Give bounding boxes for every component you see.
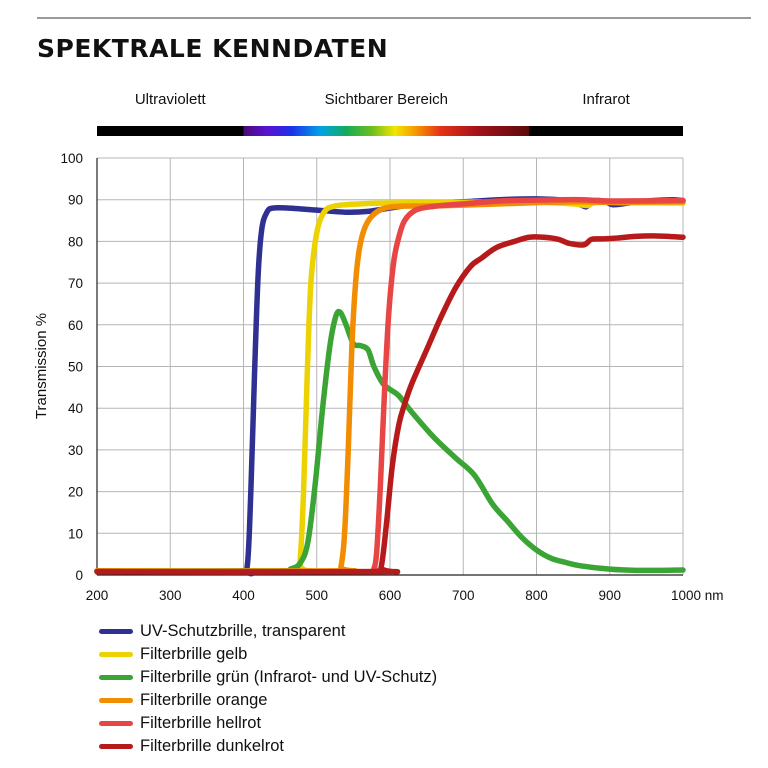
region-label: Sichtbarer Bereich — [325, 91, 448, 108]
legend-swatch — [99, 675, 133, 680]
y-tick-label: 70 — [68, 276, 83, 291]
legend-swatch — [99, 698, 133, 703]
series-line-filterbrille-dunkelrot — [94, 233, 686, 575]
legend-swatch — [99, 629, 133, 634]
y-tick-label: 90 — [68, 193, 83, 208]
spectrum-bar — [97, 126, 683, 136]
legend-label: Filterbrille dunkelrot — [140, 737, 284, 755]
y-tick-label: 80 — [68, 234, 83, 249]
x-tick-label: 800 — [525, 588, 548, 603]
axis-ticks: 0 10 20 30 40 50 60 70 80 90 100 200 300 400 500 600 700… — [60, 151, 723, 603]
region-label: Infrarot — [582, 91, 630, 108]
y-tick-label: 10 — [68, 526, 83, 541]
x-tick-label: 300 — [159, 588, 182, 603]
top-divider — [37, 17, 751, 19]
series-line-filterbrille-gelb — [94, 199, 686, 575]
y-tick-label: 30 — [68, 443, 83, 458]
x-tick-label: 700 — [452, 588, 475, 603]
x-tick-label: 600 — [379, 588, 402, 603]
series-line-filterbrille-hellrot — [94, 196, 686, 575]
legend-label: Filterbrille grün (Infrarot- und UV-Schu… — [140, 668, 438, 686]
y-tick-label: 40 — [68, 401, 83, 416]
y-tick-label: 60 — [68, 318, 83, 333]
spectrum-region-labels: Ultraviolett Sichtbarer Bereich Infrarot — [135, 91, 631, 108]
y-axis-label: Transmission % — [33, 313, 50, 419]
x-tick-label: 200 — [86, 588, 109, 603]
legend-swatch — [99, 721, 133, 726]
y-tick-label: 50 — [68, 360, 83, 375]
legend-label: Filterbrille orange — [140, 691, 268, 709]
x-tick-label: 900 — [598, 588, 621, 603]
visible-spectrum-segment — [243, 126, 530, 136]
legend-label: Filterbrille gelb — [140, 645, 248, 663]
chart-series — [94, 196, 686, 577]
x-tick-label: 1000 nm — [671, 588, 724, 603]
legend-swatch — [99, 652, 133, 657]
legend-label: UV-Schutzbrille, transparent — [140, 622, 346, 640]
region-label: Ultraviolett — [135, 91, 207, 108]
page-title: SPEKTRALE KENNDATEN — [37, 34, 389, 63]
legend-label: Filterbrille hellrot — [140, 714, 262, 732]
legend-swatch — [99, 744, 133, 749]
x-tick-label: 500 — [305, 588, 328, 603]
y-tick-label: 20 — [68, 485, 83, 500]
x-tick-label: 400 — [232, 588, 255, 603]
y-tick-label: 0 — [75, 568, 83, 583]
y-tick-label: 100 — [60, 151, 83, 166]
